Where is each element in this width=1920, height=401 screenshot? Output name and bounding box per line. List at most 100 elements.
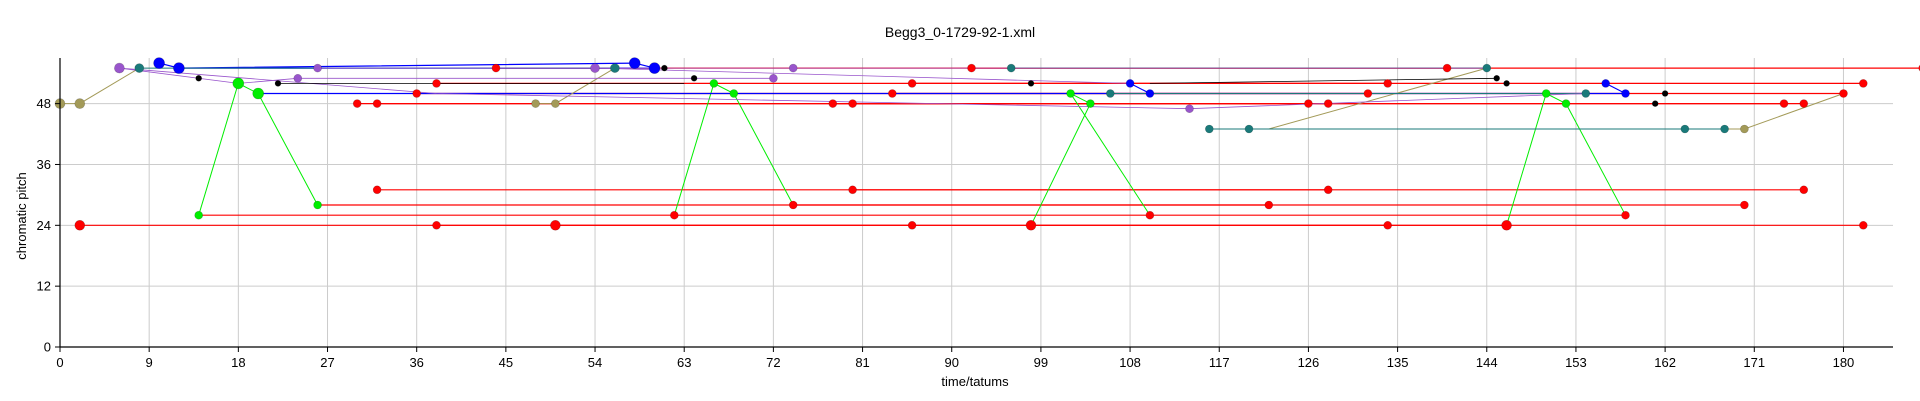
data-point [153, 57, 165, 69]
x-tick-label: 72 [766, 355, 780, 370]
series-segment [1149, 77, 1497, 84]
data-point [1581, 89, 1591, 98]
data-point [907, 79, 917, 88]
y-tick-label: 36 [37, 157, 51, 172]
data-point [432, 221, 441, 230]
series-6 [278, 77, 1497, 84]
x-tick-label: 180 [1833, 355, 1855, 370]
x-tick-label: 0 [56, 355, 63, 370]
data-point [1304, 99, 1313, 108]
series-line [594, 67, 1131, 84]
data-point [1145, 210, 1155, 220]
data-point [1244, 124, 1254, 134]
data-point [1720, 124, 1729, 134]
data-point [788, 63, 798, 73]
data-point [491, 63, 501, 73]
data-point [1779, 99, 1789, 108]
data-point [1323, 99, 1333, 108]
data-point [788, 200, 798, 210]
data-point [828, 99, 838, 108]
series-3-points [54, 98, 1749, 134]
y-tick-label: 12 [37, 279, 51, 294]
data-point [550, 220, 561, 231]
data-point [194, 210, 203, 220]
x-tick-label: 135 [1387, 355, 1409, 370]
x-tick-label: 54 [588, 355, 602, 370]
x-tick-label: 45 [499, 355, 513, 370]
axes: 0 9 18 27 36 45 54 63 72 81 90 99 108 117 126 135 144 153… [37, 58, 1893, 370]
y-tick-label: 48 [37, 96, 51, 111]
data-series [54, 57, 1920, 231]
series-6-points [195, 64, 1669, 107]
data-point [887, 89, 897, 98]
x-axis-label: time/tatums [941, 374, 1009, 389]
x-tick-label: 90 [944, 355, 958, 370]
data-point [1799, 185, 1809, 195]
series-0 [79, 67, 1920, 226]
data-point [1621, 210, 1630, 220]
data-point [531, 99, 540, 108]
data-point [74, 220, 86, 231]
data-point [907, 221, 917, 230]
data-point [114, 62, 125, 74]
x-tick-label: 126 [1298, 355, 1320, 370]
data-point [412, 89, 422, 98]
data-point [1503, 80, 1510, 87]
data-point [1541, 89, 1551, 98]
series-5-points [114, 62, 1194, 113]
data-point [769, 74, 778, 83]
series-line [1506, 92, 1626, 226]
y-axis-label: chromatic pitch [14, 172, 29, 259]
data-point [1025, 220, 1037, 231]
series-2-points [153, 57, 1630, 98]
data-point [628, 57, 641, 69]
data-point [590, 63, 600, 73]
x-tick-label: 36 [409, 355, 423, 370]
data-point [313, 63, 322, 73]
data-point [1561, 99, 1571, 108]
data-point [610, 63, 620, 73]
data-point [551, 99, 560, 108]
series-line [158, 62, 655, 69]
data-point [432, 79, 441, 88]
data-point [173, 62, 185, 74]
data-point [1601, 79, 1610, 88]
data-point [1125, 79, 1135, 88]
data-point [1185, 104, 1194, 113]
series-line [1030, 92, 1151, 226]
series-1 [198, 82, 1626, 226]
data-point [661, 64, 668, 72]
series-4-points [134, 63, 1729, 134]
data-point [709, 79, 719, 88]
data-point [1006, 63, 1016, 73]
data-point [1383, 79, 1392, 88]
data-point [293, 74, 303, 83]
x-tick-label: 99 [1034, 355, 1048, 370]
x-tick-label: 117 [1209, 355, 1230, 370]
data-point [1799, 99, 1809, 108]
data-point [1740, 200, 1749, 210]
data-point [1680, 124, 1690, 134]
data-point [1740, 124, 1749, 134]
x-tick-label: 9 [146, 355, 153, 370]
series-1-points [194, 77, 1571, 220]
data-point [1363, 89, 1373, 98]
chart-title: Begg3_0-1729-92-1.xml [885, 24, 1035, 40]
x-tick-label: 108 [1119, 355, 1141, 370]
data-point [372, 185, 382, 195]
data-point [1086, 99, 1095, 108]
data-point [1621, 89, 1630, 98]
x-tick-label: 171 [1743, 355, 1765, 370]
series-0-points [74, 63, 1920, 231]
y-tick-label: 0 [44, 340, 51, 355]
data-point [195, 75, 202, 82]
series-line [119, 67, 774, 84]
data-point [74, 98, 86, 109]
data-point [1493, 75, 1500, 82]
data-point [1066, 89, 1075, 98]
data-point [232, 77, 245, 90]
data-point [274, 80, 282, 87]
series-line [1724, 93, 1844, 130]
data-point [1651, 100, 1659, 107]
